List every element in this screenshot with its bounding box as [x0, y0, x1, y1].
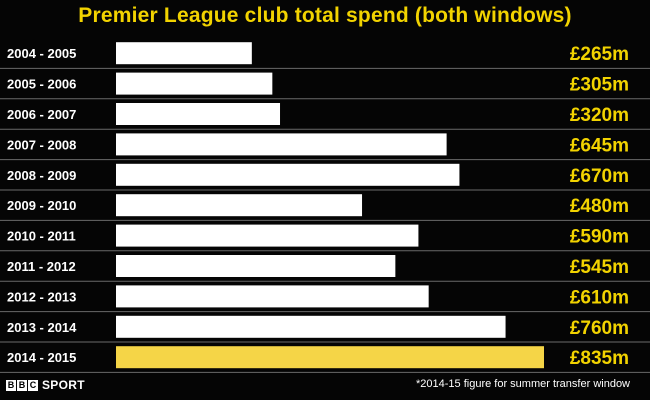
value-label: £305m: [570, 75, 629, 96]
category-label: 2012 - 2013: [7, 289, 76, 304]
bar: [116, 255, 396, 277]
category-label: 2009 - 2010: [7, 198, 76, 213]
category-label: 2004 - 2005: [7, 46, 76, 61]
value-label: £760m: [570, 318, 629, 339]
bar: [116, 103, 281, 125]
category-label: 2005 - 2006: [7, 77, 76, 92]
value-label: £320m: [570, 105, 629, 126]
bar: [116, 163, 460, 186]
value-label: £265m: [570, 44, 629, 65]
category-label: 2013 - 2014: [7, 320, 77, 335]
logo-sport-text: SPORT: [42, 378, 85, 392]
bar: [116, 133, 447, 156]
value-label: £480m: [570, 196, 629, 217]
category-label: 2014 - 2015: [7, 350, 76, 365]
logo-letter: C: [28, 379, 38, 391]
category-label: 2008 - 2009: [7, 168, 76, 183]
bbc-sport-logo: B B C SPORT: [6, 378, 85, 392]
value-label: £645m: [570, 135, 629, 156]
bar: [116, 285, 429, 308]
value-label: £670m: [570, 166, 629, 187]
category-label: 2011 - 2012: [7, 259, 76, 274]
bar: [116, 42, 252, 65]
value-label: £610m: [570, 287, 629, 308]
category-label: 2010 - 2011: [7, 229, 76, 244]
bar: [116, 194, 363, 217]
category-label: 2007 - 2008: [7, 137, 76, 152]
bar: [116, 224, 419, 247]
value-label: £590m: [570, 227, 629, 248]
category-label: 2006 - 2007: [7, 107, 76, 122]
logo-letter: B: [17, 379, 27, 391]
footnote: *2014-15 figure for summer transfer wind…: [416, 378, 630, 390]
value-label: £835m: [570, 348, 629, 369]
bar: [116, 315, 506, 338]
bar-highlight: [116, 346, 544, 369]
bar: [116, 72, 273, 95]
value-label: £545m: [570, 257, 629, 278]
logo-letter: B: [6, 379, 16, 391]
chart-title: Premier League club total spend (both wi…: [78, 4, 572, 27]
